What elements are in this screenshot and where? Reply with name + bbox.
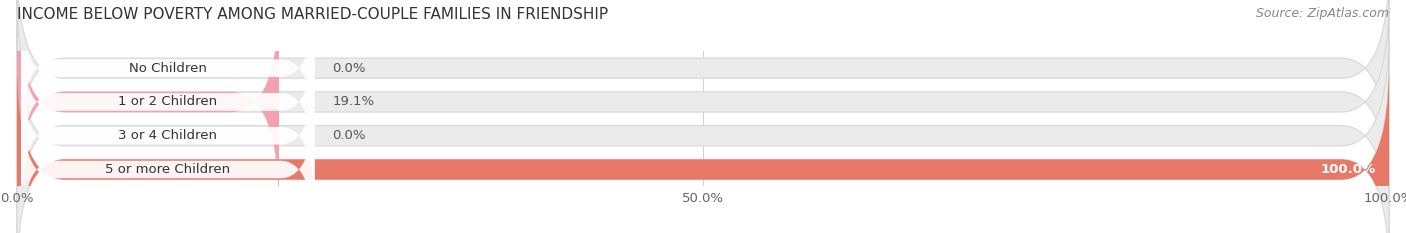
Text: 19.1%: 19.1% (332, 96, 374, 108)
Text: 3 or 4 Children: 3 or 4 Children (118, 129, 218, 142)
FancyBboxPatch shape (17, 0, 1389, 176)
FancyBboxPatch shape (17, 61, 1389, 233)
Text: 1 or 2 Children: 1 or 2 Children (118, 96, 218, 108)
FancyBboxPatch shape (21, 60, 315, 211)
FancyBboxPatch shape (17, 0, 278, 210)
FancyBboxPatch shape (21, 94, 315, 233)
Text: 100.0%: 100.0% (1320, 163, 1375, 176)
FancyBboxPatch shape (17, 61, 1389, 233)
FancyBboxPatch shape (21, 26, 315, 178)
FancyBboxPatch shape (17, 28, 1389, 233)
Text: 5 or more Children: 5 or more Children (105, 163, 231, 176)
Text: No Children: No Children (129, 62, 207, 75)
FancyBboxPatch shape (21, 0, 315, 144)
Text: Source: ZipAtlas.com: Source: ZipAtlas.com (1256, 7, 1389, 20)
Text: 0.0%: 0.0% (332, 62, 366, 75)
Text: 0.0%: 0.0% (332, 129, 366, 142)
FancyBboxPatch shape (17, 0, 1389, 210)
Text: INCOME BELOW POVERTY AMONG MARRIED-COUPLE FAMILIES IN FRIENDSHIP: INCOME BELOW POVERTY AMONG MARRIED-COUPL… (17, 7, 607, 22)
